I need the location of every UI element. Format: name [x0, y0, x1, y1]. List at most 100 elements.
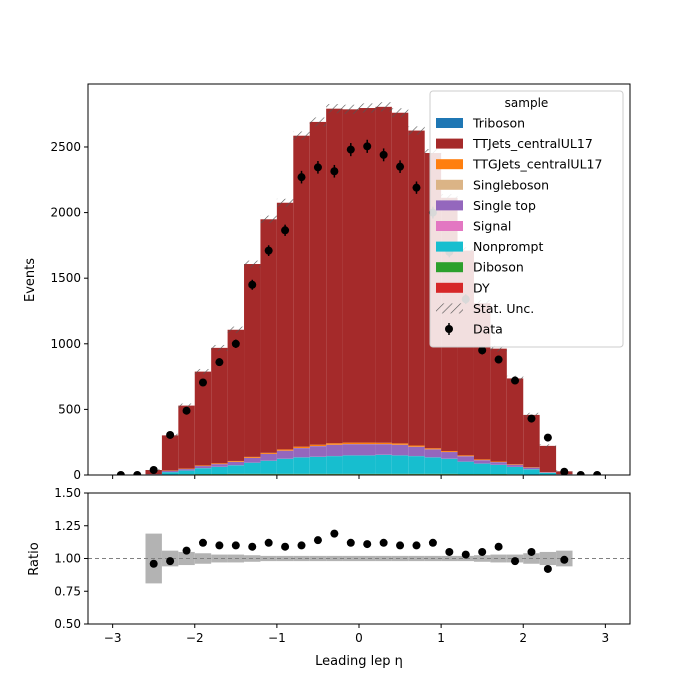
ratio-point-10 [313, 536, 322, 545]
ratio-point-21 [494, 542, 503, 551]
bar-ttjets-centralul17-9 [293, 135, 310, 447]
ratio-point-16 [412, 541, 421, 550]
ratio-y-tick-label-2: 1.00 [54, 552, 81, 566]
ratio-point-12 [346, 538, 355, 547]
ratio-y-tick-label-3: 1.25 [54, 519, 81, 533]
data-point-9 [264, 246, 273, 255]
bar-diboson-16 [408, 473, 425, 475]
data-point-8 [248, 280, 257, 289]
stat-unc-16 [408, 126, 425, 135]
bar-single-top-22 [506, 464, 524, 467]
ratio-plot-panel: 0.50 0.75 1.00 1.25 1.50 −3 −2 −1 0 1 2 3 Ratio Le… [27, 486, 631, 669]
x-tick-label-2: −1 [268, 631, 286, 645]
bar-ttgjets-centralul17-4 [211, 463, 228, 464]
data-point-4 [182, 406, 191, 415]
ratio-point-19 [461, 550, 470, 559]
stat-unc-7 [260, 215, 277, 223]
main-y-axis: 0 500 1000 1500 2000 2500 [50, 140, 88, 482]
ratio-point-6 [248, 542, 257, 551]
bar-ttgjets-centralul17-13 [359, 442, 376, 445]
data-point-26 [543, 433, 552, 442]
ratio-y-tick-label-1: 0.75 [54, 584, 81, 598]
bar-ttjets-centralul17-7 [260, 219, 277, 453]
bar-ttgjets-centralul17-3 [194, 465, 212, 466]
bar-ttgjets-centralul17-11 [326, 443, 343, 445]
ratio-point-8 [281, 542, 290, 551]
stat-unc-6 [244, 260, 261, 268]
bar-ttjets-centralul17-16 [408, 130, 425, 446]
legend-data-label: Data [473, 322, 503, 337]
data-point-11 [297, 173, 306, 182]
data-point-10 [281, 226, 290, 235]
bar-ttgjets-centralul17-10 [309, 444, 327, 447]
ratio-point-2 [182, 546, 191, 555]
bar-single-top-16 [408, 446, 425, 456]
ratio-point-15 [396, 541, 405, 550]
bar-nonprompt-22 [506, 466, 524, 475]
bar-nonprompt-15 [391, 455, 409, 474]
bar-ttjets-centralul17-6 [244, 264, 261, 457]
bar-diboson-13 [359, 473, 376, 475]
bar-ttjets-centralul17-24 [539, 445, 557, 473]
ratio-point-5 [231, 541, 240, 550]
data-point-29 [593, 471, 602, 475]
ratio-point-20 [478, 547, 487, 556]
x-tick-label-0: −3 [104, 631, 122, 645]
legend-signal-swatch [436, 221, 463, 231]
legend-dy-label: DY [473, 280, 490, 295]
bar-diboson-12 [342, 473, 359, 475]
bar-nonprompt-18 [441, 458, 458, 474]
ratio-point-13 [363, 540, 372, 549]
stat-unc-11 [326, 104, 343, 114]
bar-nonprompt-10 [309, 456, 327, 474]
stat-unc-2 [178, 403, 195, 408]
x-tick-label-1: −2 [186, 631, 204, 645]
bar-single-top-23 [523, 467, 540, 470]
data-point-13 [330, 167, 339, 176]
legend-dy-swatch [436, 282, 463, 293]
bar-ttjets-centralul17-5 [227, 329, 245, 461]
bar-single-top-10 [309, 446, 327, 457]
bar-single-top-8 [276, 450, 294, 459]
bar-nonprompt-19 [457, 461, 474, 475]
ratio-point-23 [527, 547, 536, 556]
data-point-5 [198, 378, 207, 387]
legend-nonprompt-swatch [436, 241, 463, 252]
bar-ttjets-centralul17-11 [326, 108, 343, 444]
bar-nonprompt-12 [342, 455, 359, 474]
main-y-axis-label: Events [23, 258, 38, 302]
bar-ttgjets-centralul17-14 [375, 442, 392, 445]
bar-ttjets-centralul17-22 [506, 378, 524, 465]
main-y-tick-label-1: 500 [58, 402, 81, 416]
stat-unc-12 [342, 104, 359, 114]
data-point-7 [231, 339, 240, 348]
bar-nonprompt-16 [408, 456, 425, 474]
main-y-tick-label-0: 0 [73, 468, 81, 482]
bar-ttgjets-centralul17-12 [342, 442, 359, 445]
bar-single-top-5 [227, 461, 245, 466]
main-y-tick-label-5: 2500 [50, 140, 81, 154]
bar-diboson-9 [293, 473, 310, 475]
bar-diboson-17 [424, 473, 442, 475]
bar-ttgjets-centralul17-19 [457, 455, 474, 457]
bar-nonprompt-9 [293, 457, 310, 474]
bar-diboson-11 [326, 473, 343, 475]
legend-box [429, 90, 624, 348]
ratio-point-4 [215, 541, 224, 550]
bar-nonprompt-21 [490, 464, 507, 475]
stat-unc-5 [227, 326, 245, 333]
bar-nonprompt-5 [227, 465, 245, 474]
data-point-27 [560, 467, 569, 475]
data-point-14 [346, 145, 355, 154]
bar-ttgjets-centralul17-21 [490, 461, 507, 463]
bar-single-top-6 [244, 457, 261, 463]
bar-single-top-4 [211, 464, 228, 467]
bar-ttjets-centralul17-12 [342, 109, 359, 443]
data-point-1 [133, 471, 142, 475]
main-y-tick-label-3: 1500 [50, 271, 81, 285]
legend-singleboson-swatch [436, 179, 463, 190]
stat-unc-24 [539, 444, 557, 448]
legend-singleboson-label: Singleboson [473, 177, 549, 192]
stat-unc-13 [359, 103, 376, 113]
